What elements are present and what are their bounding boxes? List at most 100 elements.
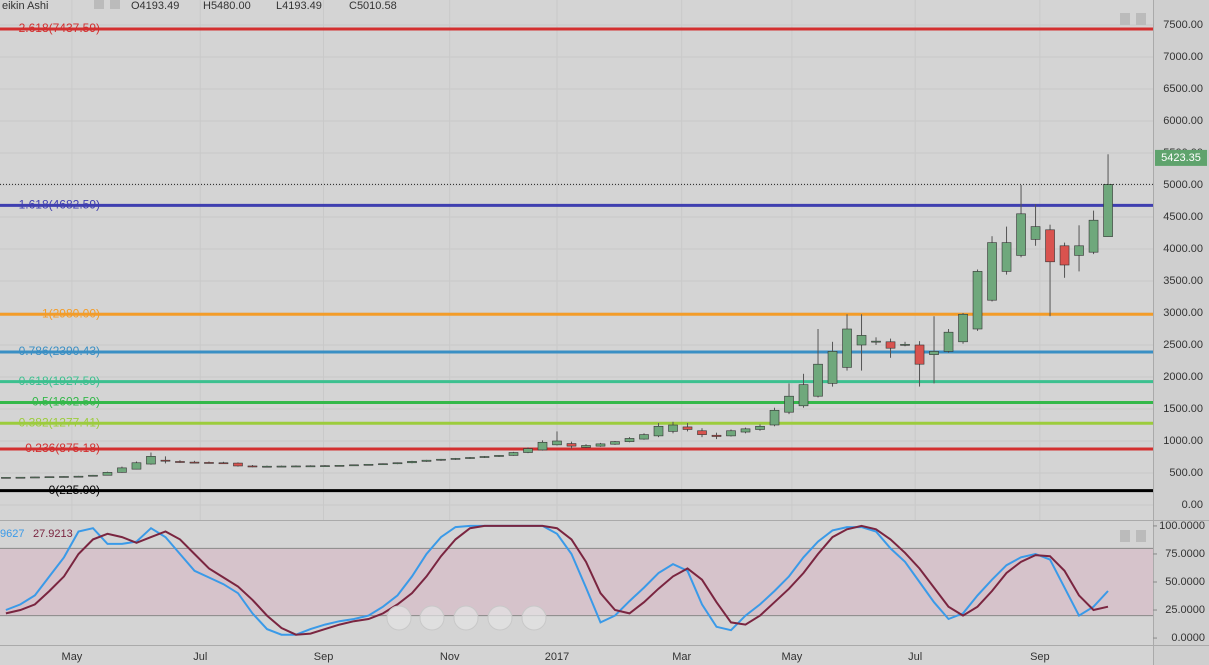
- candle-body: [117, 467, 127, 473]
- candle-body: [479, 456, 490, 458]
- x-tick-label: May: [782, 651, 803, 663]
- x-tick-label: Jul: [193, 651, 207, 663]
- candle-body: [755, 425, 765, 430]
- y-tick-label: 4000.00: [1163, 243, 1203, 255]
- price-axis-bg: [1153, 0, 1209, 665]
- candle-body: [972, 271, 983, 330]
- y-tick-label: 100.0000: [1159, 520, 1205, 532]
- candle-body: [1016, 213, 1026, 256]
- candle-body: [1001, 242, 1012, 272]
- candle-body: [320, 465, 330, 467]
- fib-label: 0.5(1602.50): [32, 395, 100, 409]
- band: [0, 548, 1153, 616]
- candle-body: [842, 328, 852, 368]
- pane-button[interactable]: [1120, 530, 1130, 542]
- candle-body: [465, 457, 475, 459]
- candle-body: [581, 445, 591, 448]
- candle-body: [1045, 229, 1055, 263]
- candle-body: [305, 465, 316, 468]
- candle-body: [1088, 219, 1099, 253]
- candle-body: [943, 331, 954, 352]
- zoom-in[interactable]: [487, 605, 513, 631]
- candle-body: [15, 476, 26, 479]
- fib-label: 2.618(7437.59): [19, 21, 100, 35]
- y-tick-label: 1500.00: [1163, 403, 1203, 415]
- candle-body: [218, 462, 229, 465]
- x-tick-label: May: [62, 651, 83, 663]
- candle-body: [668, 424, 678, 432]
- candle-body: [1074, 245, 1084, 256]
- candle-body: [334, 465, 345, 467]
- y-tick-label: 4500.00: [1163, 211, 1203, 223]
- candle-body: [204, 462, 214, 464]
- y-tick-label: 0.00: [1182, 499, 1203, 511]
- ohlc-close: C5010.58: [349, 0, 397, 12]
- candle-body: [363, 463, 374, 466]
- candle-body: [900, 344, 910, 346]
- candle-body: [871, 340, 881, 343]
- zoom-out[interactable]: [419, 605, 445, 631]
- reset[interactable]: [453, 605, 479, 631]
- candle-body: [827, 351, 838, 384]
- candle-body: [392, 462, 403, 465]
- candle-body: [1103, 184, 1113, 237]
- candle-body: [30, 476, 40, 479]
- axes: 0.00 500.00 1000.00 1500.00 2000.00 2500.00 30…: [0, 19, 1207, 663]
- candle-body: [566, 443, 577, 447]
- candle-body: [784, 395, 794, 413]
- candle-body: [233, 462, 243, 467]
- candle-body: [450, 458, 461, 460]
- candle-body: [929, 351, 939, 355]
- candle-body: [523, 448, 533, 453]
- candle-body: [349, 464, 359, 467]
- stoch-line: [5, 524, 1109, 636]
- candle-body: [291, 465, 301, 468]
- y-tick-label: 7000.00: [1163, 51, 1203, 63]
- candle-body: [552, 440, 562, 446]
- candle-body: [711, 434, 722, 437]
- candle-body: [175, 461, 185, 463]
- x-tick-label: Sep: [314, 651, 334, 663]
- candle-body: [798, 384, 809, 407]
- y-tick-label: 500.00: [1169, 467, 1203, 479]
- settings-icon[interactable]: [94, 0, 104, 9]
- pane-button[interactable]: [1136, 13, 1146, 25]
- y-tick-label: 3000.00: [1163, 307, 1203, 319]
- candle-body: [537, 441, 548, 451]
- candle-body: [639, 434, 649, 440]
- chart-title: eikin Ashi: [2, 0, 48, 12]
- close-icon[interactable]: [110, 0, 120, 9]
- fib-label: 0.786(2390.43): [19, 344, 100, 358]
- pane-button[interactable]: [1136, 530, 1146, 542]
- ohlc-low: L4193.49: [276, 0, 322, 12]
- candle-body: [131, 462, 142, 470]
- y-tick-label: 2500.00: [1163, 339, 1203, 351]
- y-tick-label: 0.0000: [1171, 632, 1205, 644]
- candle-body: [247, 465, 258, 468]
- candle-body: [421, 459, 432, 462]
- y-tick-label: 7500.00: [1163, 19, 1203, 31]
- last-price-label: 5423.35: [1161, 152, 1201, 164]
- candle-body: [595, 443, 606, 447]
- candle-body: [682, 426, 693, 430]
- candle-body: [697, 430, 707, 435]
- candle-body: [102, 472, 113, 476]
- candle-body: [726, 430, 736, 437]
- candle-body: [1030, 226, 1041, 240]
- candle-body: [44, 476, 55, 479]
- y-tick-label: 1000.00: [1163, 435, 1203, 447]
- pane-button[interactable]: [1120, 13, 1130, 25]
- candle-body: [740, 428, 751, 433]
- candle-body: [769, 409, 780, 426]
- candle-body: [1059, 245, 1070, 266]
- candle-body: [508, 452, 519, 456]
- fib-label: 0.236(875.18): [25, 441, 100, 455]
- x-tick-label: 2017: [545, 651, 569, 663]
- scroll-right[interactable]: [521, 605, 547, 631]
- fib-label: 0.618(1927.59): [19, 374, 100, 388]
- fib-label: 0(225.00): [49, 483, 100, 497]
- scroll-left[interactable]: [386, 605, 412, 631]
- y-tick-label: 25.0000: [1165, 604, 1205, 616]
- candle-body: [189, 461, 200, 464]
